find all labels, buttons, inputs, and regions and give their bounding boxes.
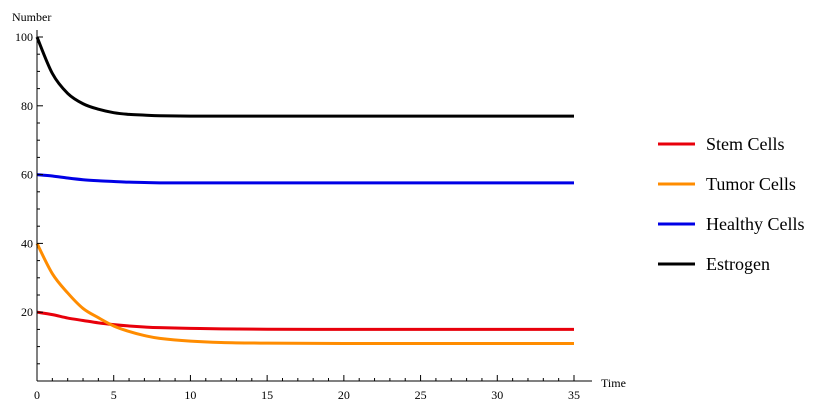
plot-area — [35, 36, 575, 346]
series-line-stem-cells — [36, 310, 574, 331]
legend-label-healthy-cells: Healthy Cells — [706, 214, 804, 234]
legend: Stem Cells Tumor Cells Healthy Cells Estrog… — [658, 134, 804, 274]
legend-label-estrogen: Estrogen — [706, 254, 770, 274]
y-axis-title: Number — [12, 10, 51, 24]
x-axis-title: Time — [601, 376, 626, 390]
x-tick-label: 35 — [568, 388, 580, 402]
x-tick-label: 30 — [491, 388, 503, 402]
y-tick-label: 40 — [21, 236, 33, 250]
legend-label-stem-cells: Stem Cells — [706, 134, 785, 154]
y-tick-label: 100 — [15, 30, 33, 44]
x-tick-label: 10 — [184, 388, 196, 402]
series-line-estrogen — [35, 36, 574, 118]
legend-label-tumor-cells: Tumor Cells — [706, 174, 796, 194]
y-tick-label: 80 — [21, 99, 33, 113]
x-tick-label: 20 — [338, 388, 350, 402]
x-tick-label: 15 — [261, 388, 273, 402]
x-tick-label: 25 — [415, 388, 427, 402]
series-line-healthy-cells — [36, 173, 574, 185]
x-tick-label: 5 — [111, 388, 117, 402]
axes: 0 5 10 15 20 25 30 35 20 40 60 80 100 Number Time — [12, 10, 626, 402]
x-tick-label: 0 — [34, 388, 40, 402]
y-tick-label: 20 — [21, 305, 33, 319]
series-line-tumor-cells — [35, 242, 575, 346]
y-tick-label: 60 — [21, 168, 33, 182]
